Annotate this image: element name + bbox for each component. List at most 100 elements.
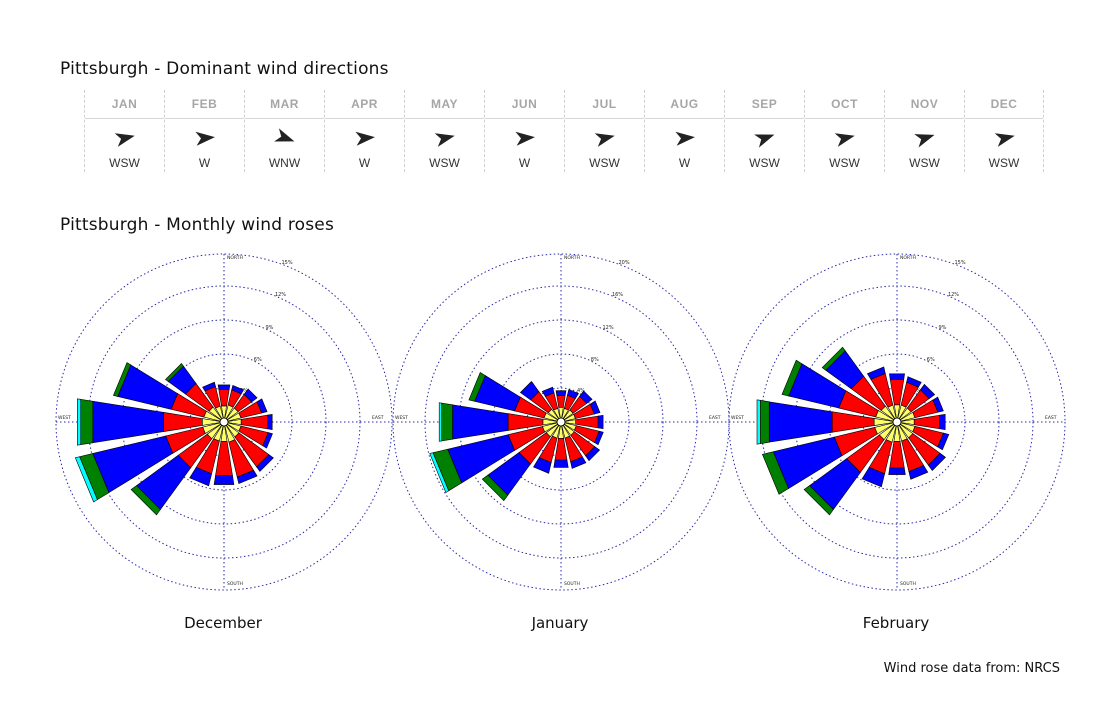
month-aug: AUG W — [644, 90, 724, 172]
petal-nne-speed-3 — [567, 389, 579, 399]
petal-ne-speed-3 — [243, 388, 258, 403]
rose-ring-label: 6% — [254, 357, 262, 363]
petal-s-speed-3 — [553, 459, 569, 468]
rose-ring-label: 3% — [240, 388, 248, 394]
month-direction: W — [358, 156, 371, 170]
rose-compass-east: EAST — [709, 415, 721, 421]
rose-ring-label: 15% — [954, 260, 965, 266]
rose-compass-north: NORTH — [564, 255, 580, 261]
petal-sw-speed-4 — [130, 485, 161, 516]
petal-ne-speed-3 — [579, 390, 593, 404]
petal-w-speed-4 — [759, 399, 770, 445]
rose-compass-south: SOUTH — [564, 581, 580, 587]
month-divider — [485, 118, 564, 119]
month-divider — [85, 118, 164, 119]
petal-sse-speed-3 — [908, 465, 929, 480]
month-divider — [645, 118, 724, 119]
month-direction: W — [518, 156, 531, 170]
rose-ring — [121, 319, 327, 525]
wind-arrow-icon — [515, 131, 535, 146]
rose-ring — [55, 253, 393, 591]
month-jun: JUN W — [484, 90, 564, 172]
rose-ring — [728, 253, 1066, 591]
petal-n-speed-3 — [889, 373, 905, 380]
wind-rose-december: 3% 6% 9% 12% 15% NORTH SOUTH EAST WEST — [55, 253, 393, 591]
rose-calm-center — [892, 417, 902, 427]
wind-arrow-icon — [195, 131, 215, 146]
wind-rose-february: 3% 6% 9% 12% 15% NORTH SOUTH EAST WEST — [728, 253, 1066, 591]
rose-ring-label: 8% — [591, 357, 599, 363]
month-name: JUL — [592, 97, 617, 111]
petal-w-speed-5 — [756, 399, 761, 445]
wind-arrow-icon — [994, 133, 1015, 147]
petal-wsw-speed-5 — [74, 456, 98, 503]
petal-e-speed-3 — [597, 414, 604, 430]
dominant-directions-table: JAN WSW FEB W MAR WNW APR W MAY WSW JUN W JUL WSW AUG W… — [84, 90, 1044, 172]
petal-e-speed-3 — [267, 414, 273, 430]
month-divider — [165, 118, 244, 119]
petal-nne-speed-3 — [906, 376, 922, 388]
month-divider — [965, 118, 1043, 119]
petal-n-speed-2 — [556, 395, 566, 408]
rose-ring-label: 9% — [938, 325, 946, 331]
month-jan: JAN WSW — [84, 90, 164, 172]
rose-compass-east: EAST — [372, 415, 384, 421]
month-feb: FEB W — [164, 90, 244, 172]
month-name: APR — [351, 97, 378, 111]
wind-arrow-icon — [834, 133, 855, 147]
month-name: FEB — [191, 97, 218, 111]
rose-compass-west: WEST — [395, 415, 408, 421]
rose-label-february: February — [862, 614, 930, 632]
petal-wnw-speed-4 — [781, 359, 803, 397]
month-direction: W — [198, 156, 211, 170]
month-divider — [725, 118, 804, 119]
petal-s-speed-2 — [554, 438, 568, 461]
rose-ring — [458, 319, 664, 525]
wind-arrow-icon — [914, 134, 935, 148]
petal-wsw-speed-4 — [761, 451, 789, 495]
petal-ese-speed-3 — [262, 432, 273, 449]
rose-ring-label: 12% — [602, 325, 613, 331]
rose-compass-west: WEST — [58, 415, 71, 421]
rose-ring-label: 12% — [948, 292, 959, 298]
rose-ring-label: 6% — [927, 357, 935, 363]
month-apr: APR W — [324, 90, 404, 172]
month-divider — [885, 118, 964, 119]
petal-w-speed-4 — [441, 402, 453, 442]
rose-compass-east: EAST — [1045, 415, 1057, 421]
month-sep: SEP WSW — [724, 90, 804, 172]
petal-se-speed-3 — [585, 446, 601, 462]
petal-ese-speed-3 — [937, 432, 950, 451]
rose-ring — [794, 319, 1000, 525]
petal-sw-speed-4 — [803, 485, 834, 516]
petal-e-speed-3 — [939, 414, 946, 430]
petal-ese-speed-3 — [594, 430, 604, 446]
petal-wnw-speed-4 — [468, 372, 486, 402]
petal-w-speed-5 — [438, 402, 443, 442]
rose-label-january: January — [531, 614, 589, 632]
dominant-directions-title: Pittsburgh - Dominant wind directions — [60, 59, 389, 79]
petal-n-speed-3 — [217, 384, 231, 390]
month-oct: OCT WSW — [804, 90, 884, 172]
petal-sw-speed-4 — [481, 474, 509, 502]
month-direction: WSW — [429, 156, 460, 170]
month-nov: NOV WSW — [884, 90, 964, 172]
month-name: DEC — [990, 97, 1018, 111]
petal-nw-speed-4 — [165, 363, 184, 382]
petal-ssw-speed-3 — [189, 467, 212, 487]
month-divider — [245, 118, 324, 119]
petal-n-speed-2 — [889, 379, 905, 406]
wind-roses-chart: 3% 6% 9% 12% 15% NORTH SOUTH EAST WEST 4% 8% 12% 16%… — [55, 253, 1066, 591]
month-dec: DEC WSW — [964, 90, 1044, 172]
month-divider — [805, 118, 884, 119]
petal-s-speed-3 — [888, 467, 906, 475]
petal-ene-speed-3 — [589, 400, 601, 415]
petal-s-speed-2 — [889, 441, 905, 469]
petal-w-speed-3 — [92, 400, 164, 444]
month-direction: WSW — [109, 156, 140, 170]
month-may: MAY WSW — [404, 90, 484, 172]
petal-nw-speed-3 — [519, 380, 540, 401]
month-name: AUG — [670, 97, 699, 111]
month-direction: WSW — [909, 156, 940, 170]
wind-arrow-icon — [274, 128, 295, 142]
